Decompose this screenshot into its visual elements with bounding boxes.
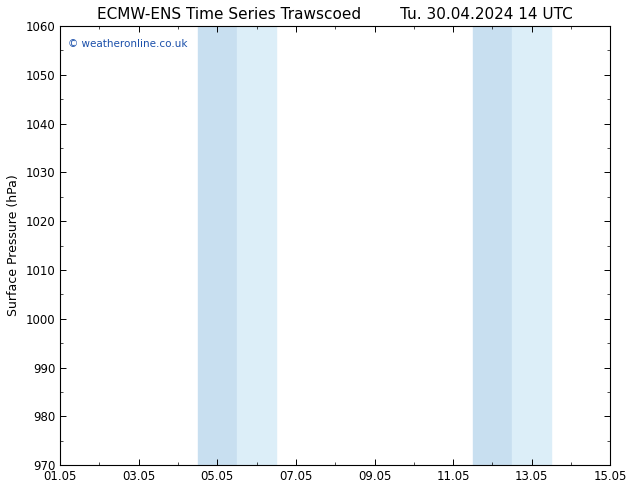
Y-axis label: Surface Pressure (hPa): Surface Pressure (hPa) [7,174,20,317]
Bar [237,26,276,465]
Title: ECMW-ENS Time Series Trawscoed        Tu. 30.04.2024 14 UTC: ECMW-ENS Time Series Trawscoed Tu. 30.04… [98,7,573,22]
Bar [473,26,512,465]
Bar [198,26,237,465]
Bar [512,26,552,465]
Text: © weatheronline.co.uk: © weatheronline.co.uk [68,39,188,49]
